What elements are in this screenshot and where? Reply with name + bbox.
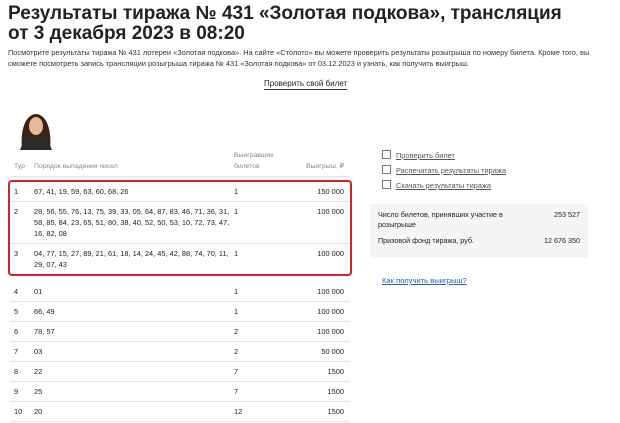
table-cell: 66, 49 bbox=[34, 307, 55, 316]
table-cell: 2 bbox=[234, 327, 239, 336]
table-cell: 100 000 bbox=[317, 307, 344, 316]
table-row: 7 03 2 50 000 bbox=[10, 342, 350, 362]
table-cell: 7 bbox=[234, 387, 239, 396]
table-cell: 28, 56, 55, 76, 13, 75, 39, 33, 05, 64, … bbox=[34, 207, 230, 238]
table-cell: 3 bbox=[14, 249, 19, 258]
stat-label: Число билетов, принявших участие в розыг… bbox=[378, 210, 503, 229]
page-title: Результаты тиража № 431 «Золотая подкова… bbox=[8, 3, 562, 44]
stat-row: Число билетов, принявших участие в розыг… bbox=[378, 210, 580, 230]
table-cell: 1 bbox=[14, 187, 19, 196]
stat-label: Призовой фонд тиража, руб. bbox=[378, 236, 475, 245]
table-cell: 1 bbox=[234, 187, 239, 196]
column-header: Выигравших билетов bbox=[234, 152, 274, 170]
description: Посмотрите результаты тиража № 431 лотер… bbox=[8, 48, 590, 68]
table-cell: 1 bbox=[234, 207, 239, 216]
highlight-box: 1 67, 41, 19, 59, 63, 60, 68, 26 1 150 000 2… bbox=[8, 180, 352, 276]
help-link[interactable]: Как получить выигрыш? bbox=[382, 276, 467, 285]
table-cell: 1500 bbox=[327, 387, 344, 396]
table-row: 9 25 7 1500 bbox=[10, 382, 350, 402]
table-cell: 1 bbox=[234, 307, 239, 316]
table-cell: 100 000 bbox=[317, 287, 344, 296]
table-cell: 7 bbox=[234, 367, 239, 376]
table-cell: 1 bbox=[234, 287, 239, 296]
check-ticket-button[interactable]: Проверить свой билет bbox=[264, 79, 348, 90]
icon bbox=[382, 180, 391, 189]
table-cell: 67, 41, 19, 59, 63, 60, 68, 26 bbox=[34, 187, 129, 196]
sidebar-item: Проверить билет bbox=[382, 150, 506, 160]
table-cell: 50 000 bbox=[321, 347, 344, 356]
table-cell: 12 bbox=[234, 407, 243, 416]
table-cell: 22 bbox=[34, 367, 43, 376]
table-cell: 5 bbox=[14, 307, 19, 316]
table-cell: 7 bbox=[14, 347, 19, 356]
results-table: Тур Порядок выпадения чисел Выигравших бил… bbox=[8, 150, 352, 422]
table-row: 8 22 7 1500 bbox=[10, 362, 350, 382]
table-cell: 1500 bbox=[327, 367, 344, 376]
table-row: 3 04, 77, 15, 27, 89, 21, 61, 18, 14, 24,… bbox=[10, 244, 350, 274]
table-cell: 25 bbox=[34, 387, 43, 396]
table-header: Тур Порядок выпадения чисел Выигравших бил… bbox=[10, 150, 350, 177]
table-row: 1 67, 41, 19, 59, 63, 60, 68, 26 1 150 000 bbox=[10, 182, 350, 202]
table-cell: 78, 57 bbox=[34, 327, 55, 336]
icon bbox=[382, 150, 391, 159]
column-header: Выигрыш, ₽ bbox=[306, 163, 344, 170]
table-cell: 100 000 bbox=[317, 249, 344, 258]
table-row: 4 01 1 100 000 bbox=[10, 282, 350, 302]
table-cell: 04, 77, 15, 27, 89, 21, 61, 18, 14, 24, … bbox=[34, 249, 229, 269]
table-cell: 03 bbox=[34, 347, 43, 356]
table-cell: 6 bbox=[14, 327, 19, 336]
avatar bbox=[20, 114, 52, 150]
table-cell: 20 bbox=[34, 407, 43, 416]
stats-box: Число билетов, принявших участие в розыг… bbox=[370, 204, 588, 258]
table-cell: 10 bbox=[14, 407, 23, 416]
icon bbox=[382, 165, 391, 174]
stat-value: 12 676 350 bbox=[544, 236, 580, 245]
table-cell: 2 bbox=[234, 347, 239, 356]
table-cell: 4 bbox=[14, 287, 19, 296]
table-row: 6 78, 57 2 100 000 bbox=[10, 322, 350, 342]
table-row: 2 28, 56, 55, 76, 13, 75, 39, 33, 05, 64,… bbox=[10, 202, 350, 244]
sidebar-link[interactable]: Распечатать результаты тиража bbox=[396, 166, 506, 175]
stat-row: Призовой фонд тиража, руб. 12 676 350 bbox=[378, 236, 580, 246]
column-header: Тур bbox=[14, 163, 25, 170]
table-cell: 1500 bbox=[327, 407, 344, 416]
sidebar-item: Распечатать результаты тиража bbox=[382, 165, 506, 175]
sidebar-item: Скачать результаты тиража bbox=[382, 180, 506, 190]
sidebar-link[interactable]: Проверить билет bbox=[396, 151, 455, 160]
table-cell: 1 bbox=[234, 249, 239, 258]
table-cell: 2 bbox=[14, 207, 19, 216]
table-row: 10 20 12 1500 bbox=[10, 402, 350, 422]
table-row: 5 66, 49 1 100 000 bbox=[10, 302, 350, 322]
table-cell: 100 000 bbox=[317, 327, 344, 336]
sidebar-links: Проверить билет Распечатать результаты ти… bbox=[382, 150, 506, 195]
table-cell: 100 000 bbox=[317, 207, 344, 216]
table-cell: 8 bbox=[14, 367, 19, 376]
table-cell: 150 000 bbox=[317, 187, 344, 196]
stat-value: 253 527 bbox=[554, 210, 580, 219]
table-cell: 9 bbox=[14, 387, 19, 396]
sidebar-link[interactable]: Скачать результаты тиража bbox=[396, 181, 492, 190]
table-cell: 01 bbox=[34, 287, 43, 296]
column-header: Порядок выпадения чисел bbox=[34, 163, 118, 170]
